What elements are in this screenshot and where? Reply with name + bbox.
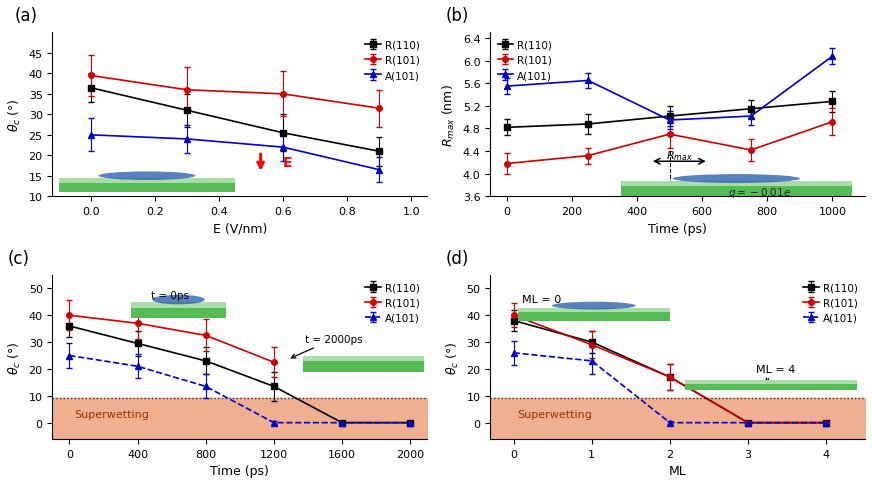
Text: $q = -0.01e$: $q = -0.01e$ [728, 185, 791, 199]
Bar [621, 182, 852, 187]
Text: $R_{max}$: $R_{max}$ [666, 149, 693, 162]
Text: t = 2000ps: t = 2000ps [291, 334, 362, 358]
Ellipse shape [672, 175, 800, 183]
Text: ML = 0: ML = 0 [521, 294, 561, 304]
Bar [131, 302, 226, 308]
Legend: R(110), R(101), A(101): R(110), R(101), A(101) [363, 281, 422, 325]
Y-axis label: $\theta_c$ (°): $\theta_c$ (°) [445, 340, 461, 374]
Text: (d): (d) [446, 249, 469, 267]
Text: (a): (a) [15, 7, 38, 25]
Ellipse shape [99, 172, 195, 181]
Y-axis label: $R_{max}$ (nm): $R_{max}$ (nm) [441, 84, 457, 147]
Bar [303, 362, 424, 372]
Legend: R(110), R(101), A(101): R(110), R(101), A(101) [363, 39, 422, 83]
X-axis label: E (V/nm): E (V/nm) [213, 222, 267, 235]
Ellipse shape [552, 302, 636, 310]
Bar [685, 384, 857, 391]
X-axis label: Time (ps): Time (ps) [648, 222, 707, 235]
Text: E: E [283, 155, 292, 169]
Y-axis label: $\theta_c$ (°): $\theta_c$ (°) [7, 340, 23, 374]
Bar [621, 187, 852, 197]
Text: Superwetting: Superwetting [518, 409, 592, 420]
Bar [685, 381, 857, 384]
Text: ML = 4: ML = 4 [756, 364, 795, 383]
Y-axis label: $\theta_c$ (°): $\theta_c$ (°) [7, 98, 23, 132]
Bar [131, 308, 226, 318]
Legend: R(110), R(101), A(101): R(110), R(101), A(101) [495, 39, 555, 83]
Ellipse shape [153, 295, 205, 305]
X-axis label: ML: ML [669, 464, 686, 477]
Text: t = 0ps: t = 0ps [151, 290, 189, 300]
Bar [518, 313, 670, 321]
Text: (b): (b) [446, 7, 469, 25]
Legend: R(110), R(101), A(101): R(110), R(101), A(101) [801, 281, 860, 325]
X-axis label: Time (ps): Time (ps) [210, 464, 269, 477]
Text: (c): (c) [8, 249, 30, 267]
Text: Superwetting: Superwetting [75, 409, 149, 420]
Bar [58, 183, 235, 193]
Bar [303, 356, 424, 362]
Bar [58, 179, 235, 183]
Bar [518, 308, 670, 313]
